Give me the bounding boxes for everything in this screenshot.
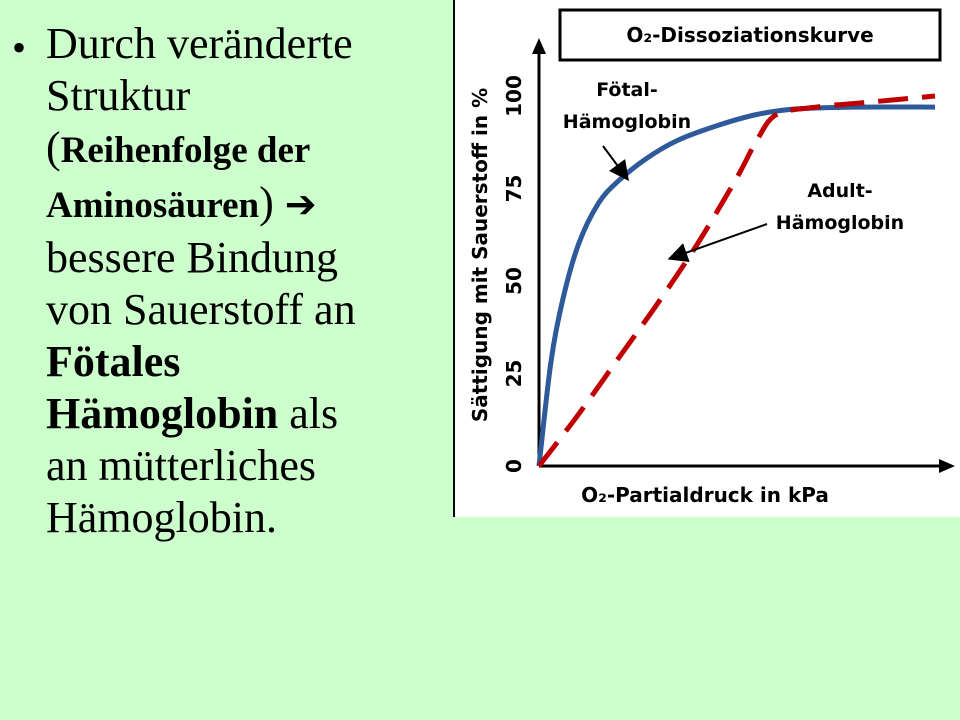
amino-order-label: Reihenfolge der [60,130,311,171]
y-tick-label: 100 [502,75,526,117]
chart-svg: O₂-Dissoziationskurve O₂-Partialdruck in… [468,8,955,507]
text-line-1: Durch veränderte [46,19,353,68]
als-word: als [278,389,339,438]
y-tick-label: 75 [502,175,526,203]
fetal-annotation-line1: Fötal- [596,79,658,101]
chart-title-box: O₂-Dissoziationskurve [558,8,942,62]
paren-close: ) [259,178,274,227]
x-axis-arrow-icon [939,459,955,473]
text-line-10: Hämoglobin. [46,493,277,542]
text-line-7: Fötales [46,337,181,386]
paren-open: ( [46,123,61,172]
text-line-4: Aminosäuren) ➔ [46,177,436,232]
y-tick-label: 0 [502,459,526,473]
x-axis-label: O₂-Partialdruck in kPa [581,483,829,507]
y-tick-label: 50 [502,267,526,295]
adult-annotation-line2: Hämoglobin [776,212,904,234]
amino-acids-label: Aminosäuren [46,185,260,226]
text-line-8: Hämoglobin als [46,388,436,440]
y-tick-labels: 0 25 50 75 100 [502,75,526,473]
text-line-2: Struktur [46,71,191,120]
text-line-5: bessere Bindung [46,233,339,282]
chart-title: O₂-Dissoziationskurve [626,23,873,47]
fetal-hemoglobin-curve [536,104,936,467]
y-tick-label: 25 [502,360,526,388]
fetal-annotation-arrow [602,145,629,182]
y-axis-label: Sättigung mit Sauerstoff in % [468,88,492,422]
adult-annotation-arrow [667,223,768,263]
fetal-annotation-line2: Hämoglobin [563,111,691,133]
fetal-hemoglobin-term: Hämoglobin [46,389,279,438]
dissociation-chart: O₂-Dissoziationskurve O₂-Partialdruck in… [453,0,960,517]
adult-annotation-line1: Adult- [807,180,872,202]
y-axis-arrow-icon [532,38,546,54]
adult-hemoglobin-curve [537,93,936,468]
slide-text-block: Durch veränderte Struktur (Reihenfolge d… [46,18,436,544]
text-line-6: von Sauerstoff an [46,285,356,334]
bullet-point: • [12,25,27,70]
text-line-3: (Reihenfolge der [46,122,436,177]
text-line-9: an mütterliches [46,441,317,490]
arrow-right-icon: ➔ [284,182,317,226]
